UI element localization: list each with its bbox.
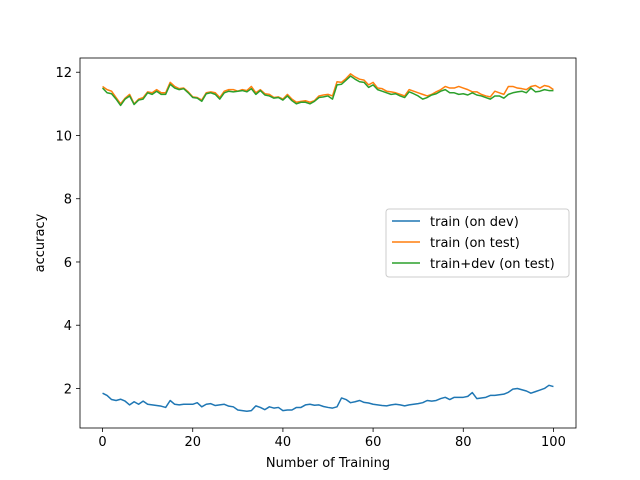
y-tick-label: 10: [55, 129, 72, 144]
y-tick-label: 6: [64, 256, 72, 271]
y-tick-label: 2: [64, 382, 72, 397]
x-tick-label: 20: [184, 435, 201, 450]
x-axis-label: Number of Training: [266, 456, 390, 471]
y-axis-label: accuracy: [33, 213, 48, 272]
x-tick-label: 40: [275, 435, 292, 450]
x-tick-label: 100: [541, 435, 566, 450]
x-tick-label: 60: [365, 435, 382, 450]
legend-label-2: train+dev (on test): [430, 257, 555, 272]
legend-box: [385, 208, 570, 278]
series-lines: [102, 73, 554, 412]
series-line-0: [102, 384, 554, 412]
x-axis-ticks: 0 20 40 60 80 100: [98, 428, 566, 450]
y-axis-ticks: 2 4 6 8 10 12: [55, 66, 80, 397]
y-tick-label: 4: [64, 319, 72, 334]
y-tick-label: 8: [64, 193, 72, 208]
series-line-1: [102, 73, 554, 105]
y-tick-label: 12: [55, 66, 72, 81]
legend: train (on dev) train (on test) train+dev (…: [385, 208, 570, 278]
series-line-2: [102, 75, 554, 107]
legend-label-0: train (on dev): [430, 215, 519, 230]
legend-label-1: train (on test): [430, 236, 520, 251]
plot-frame: [79, 57, 577, 429]
x-tick-label: 80: [455, 435, 472, 450]
x-tick-label: 0: [98, 435, 106, 450]
